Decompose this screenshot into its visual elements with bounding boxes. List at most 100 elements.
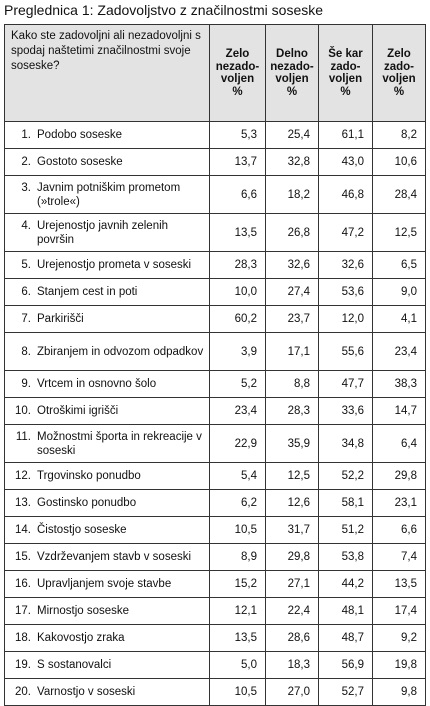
title: Preglednica 1: Zadovoljstvo z značilnost…	[4, 2, 324, 18]
table: Kako ste zadovoljni ali nezadovoljni s s…	[4, 24, 426, 706]
row: 2. Gostoto soseske 13,7 32,8 43,0 10,6	[4, 148, 426, 176]
value-cell: 5,4	[209, 462, 266, 490]
value-cell: 15,2	[209, 570, 266, 598]
label-cell: 19. S sostanovalci	[4, 651, 210, 679]
row-number: 17.	[15, 605, 31, 617]
value-cell: 13,5	[209, 213, 266, 252]
row-label: Možnostmi športa in rekreacije v soseski	[37, 430, 202, 457]
value-cell: 12,5	[265, 462, 319, 490]
value-cell: 31,7	[265, 516, 319, 544]
value-cell: 13,5	[209, 624, 266, 652]
value-cell: 58,1	[318, 489, 373, 517]
value-cell: 4,1	[372, 305, 426, 333]
value-cell: 6,6	[372, 516, 426, 544]
label-wrap: 19. S sostanovalci	[5, 658, 205, 672]
row: 8. Zbiranjem in odvozom odpadkov 3,9 17,1 55…	[4, 332, 426, 371]
row-number: 9.	[21, 378, 31, 390]
label-wrap: 20. Varnostjo v soseski	[5, 685, 205, 699]
header-line: %	[340, 85, 351, 98]
label-cell: 18. Kakovostjo zraka	[4, 624, 210, 652]
value-cell: 47,2	[318, 213, 373, 252]
label-wrap: 18. Kakovostjo zraka	[5, 631, 205, 645]
header-line: Delno	[276, 48, 308, 60]
label-cell: 10. Otroškimi igrišči	[4, 397, 210, 425]
page: Preglednica 1: Zadovoljstvo z značilnost…	[4, 2, 426, 706]
row: 6. Stanjem cest in poti 10,0 27,4 53,6 9,0	[4, 278, 426, 306]
value-cell: 23,4	[209, 397, 266, 425]
label-cell: 12. Trgovinsko ponudbo	[4, 462, 210, 490]
value-cell: 10,5	[209, 516, 266, 544]
row-number: 7.	[21, 313, 31, 325]
value-cell: 27,4	[265, 278, 319, 306]
row-number: 5.	[21, 259, 31, 271]
row-number: 20.	[15, 686, 31, 698]
value-cell: 8,9	[209, 543, 266, 571]
value-cell: 18,2	[265, 175, 319, 214]
label-cell: 17. Mirnostjo soseske	[4, 597, 210, 625]
value-cell: 28,4	[372, 175, 426, 214]
header-line: voljen	[382, 73, 416, 85]
row-number: 2.	[21, 156, 31, 168]
value-cell: 23,1	[372, 489, 426, 517]
value-cell: 12,5	[372, 213, 426, 252]
label-wrap: 9. Vrtcem in osnovno šolo	[5, 377, 205, 391]
value-cell: 22,4	[265, 597, 319, 625]
value-cell: 27,1	[265, 570, 319, 598]
header-row: Kako ste zadovoljni ali nezadovoljni s s…	[4, 24, 426, 122]
row: 4. Urejenostjo javnih zelenih površin 13,5…	[4, 213, 426, 252]
value-cell: 17,4	[372, 597, 426, 625]
value-cell: 53,6	[318, 278, 373, 306]
value-cell: 28,3	[209, 251, 266, 279]
header-line: voljen	[328, 73, 363, 85]
value-cell: 61,1	[318, 121, 373, 149]
row-number: 18.	[15, 632, 31, 644]
row: 19. S sostanovalci 5,0 18,3 56,9 19,8	[4, 651, 426, 679]
row: 5. Urejenostjo prometa v soseski 28,3 32,6 3…	[4, 251, 426, 279]
row-label: Varnostjo v soseski	[37, 686, 136, 698]
row-number: 8.	[21, 345, 31, 358]
value-cell: 32,6	[265, 251, 319, 279]
table-body: 1. Podobo soseske 5,3 25,4 61,1 8,2 2. Gostoto …	[4, 121, 426, 706]
value-cell: 55,6	[318, 332, 373, 371]
header-line: zado-	[383, 60, 415, 73]
header-line: %	[393, 85, 405, 98]
value-cell: 5,3	[209, 121, 266, 149]
row-label: Vzdrževanjem stavb v soseski	[37, 551, 192, 563]
value-cell: 47,7	[318, 370, 373, 398]
label-cell: 11. Možnostmi športa in rekreacije v sose…	[4, 424, 210, 463]
header-line: Zelo	[387, 48, 411, 60]
value-cell: 28,3	[265, 397, 319, 425]
header-line: zado-	[330, 60, 361, 73]
value-cell: 6,6	[209, 175, 266, 214]
label-cell: 20. Varnostjo v soseski	[4, 678, 210, 706]
label-cell: 13. Gostinsko ponudbo	[4, 489, 210, 517]
row-label: Podobo soseske	[37, 129, 123, 141]
value-cell: 60,2	[209, 305, 266, 333]
row-label: Gostinsko ponudbo	[37, 497, 137, 509]
value-cell: 27,0	[265, 678, 319, 706]
label-wrap: 4. Urejenostjo javnih zelenih površin	[5, 219, 205, 247]
row-label: Javnim potniškim prometom (»trole«)	[37, 181, 181, 208]
value-cell: 10,0	[209, 278, 266, 306]
header-line: %	[286, 85, 298, 98]
row: 14. Čistostjo soseske 10,5 31,7 51,2 6,6	[4, 516, 426, 544]
label-wrap: 11. Možnostmi športa in rekreacije v sose…	[5, 430, 205, 458]
value-cell: 32,8	[265, 148, 319, 176]
value-cell: 14,7	[372, 397, 426, 425]
label-wrap: 17. Mirnostjo soseske	[5, 604, 205, 618]
label-cell: 16. Upravljanjem svoje stavbe	[4, 570, 210, 598]
header-cell: Zelo nezado-voljen%	[209, 24, 266, 122]
label-cell: 5. Urejenostjo prometa v soseski	[4, 251, 210, 279]
value-cell: 22,9	[209, 424, 266, 463]
row-number: 16.	[15, 578, 31, 590]
row-label: Upravljanjem svoje stavbe	[37, 578, 172, 590]
value-cell: 34,8	[318, 424, 373, 463]
row-label: Stanjem cest in poti	[37, 286, 138, 298]
label-wrap: 3. Javnim potniškim prometom (»trole«)	[5, 181, 205, 209]
value-cell: 25,4	[265, 121, 319, 149]
row: 9. Vrtcem in osnovno šolo 5,2 8,8 47,7 38,3	[4, 370, 426, 398]
value-cell: 6,5	[372, 251, 426, 279]
label-cell: 6. Stanjem cest in poti	[4, 278, 210, 306]
value-cell: 12,6	[265, 489, 319, 517]
row: 7. Parkirišči 60,2 23,7 12,0 4,1	[4, 305, 426, 333]
